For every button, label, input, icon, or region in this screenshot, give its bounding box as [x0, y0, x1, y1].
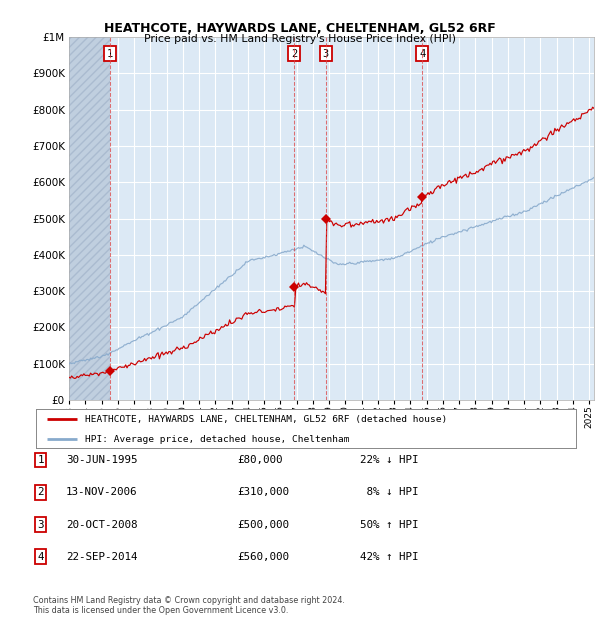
Text: 2: 2 — [38, 487, 44, 497]
Text: HPI: Average price, detached house, Cheltenham: HPI: Average price, detached house, Chel… — [85, 435, 349, 443]
Text: 8% ↓ HPI: 8% ↓ HPI — [360, 487, 419, 497]
Text: £500,000: £500,000 — [237, 520, 289, 529]
Text: 30-JUN-1995: 30-JUN-1995 — [66, 455, 137, 465]
Text: 20-OCT-2008: 20-OCT-2008 — [66, 520, 137, 529]
Text: 22% ↓ HPI: 22% ↓ HPI — [360, 455, 419, 465]
Text: 3: 3 — [323, 48, 329, 58]
Text: 13-NOV-2006: 13-NOV-2006 — [66, 487, 137, 497]
Text: 3: 3 — [38, 520, 44, 529]
Text: 2: 2 — [292, 48, 298, 58]
Text: 42% ↑ HPI: 42% ↑ HPI — [360, 552, 419, 562]
Text: 50% ↑ HPI: 50% ↑ HPI — [360, 520, 419, 529]
Text: 4: 4 — [38, 552, 44, 562]
Text: HEATHCOTE, HAYWARDS LANE, CHELTENHAM, GL52 6RF: HEATHCOTE, HAYWARDS LANE, CHELTENHAM, GL… — [104, 22, 496, 35]
Text: £310,000: £310,000 — [237, 487, 289, 497]
Text: 1: 1 — [38, 455, 44, 465]
Text: Price paid vs. HM Land Registry's House Price Index (HPI): Price paid vs. HM Land Registry's House … — [144, 34, 456, 44]
Text: 22-SEP-2014: 22-SEP-2014 — [66, 552, 137, 562]
Bar — [69, 37, 110, 400]
Text: HEATHCOTE, HAYWARDS LANE, CHELTENHAM, GL52 6RF (detached house): HEATHCOTE, HAYWARDS LANE, CHELTENHAM, GL… — [85, 415, 447, 423]
Text: £80,000: £80,000 — [237, 455, 283, 465]
Text: This data is licensed under the Open Government Licence v3.0.: This data is licensed under the Open Gov… — [33, 606, 289, 615]
Text: Contains HM Land Registry data © Crown copyright and database right 2024.: Contains HM Land Registry data © Crown c… — [33, 596, 345, 605]
Text: 4: 4 — [419, 48, 425, 58]
Text: £560,000: £560,000 — [237, 552, 289, 562]
Text: 1: 1 — [107, 48, 113, 58]
